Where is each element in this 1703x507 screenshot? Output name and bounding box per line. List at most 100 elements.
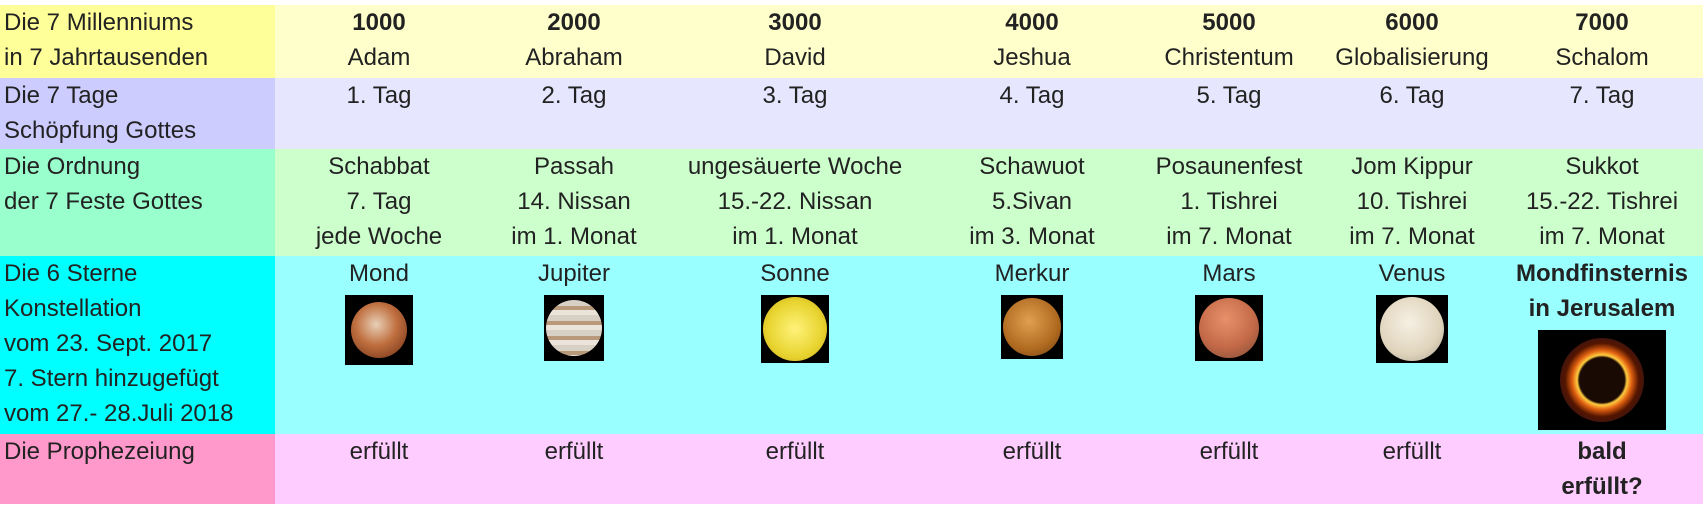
table-cell: 3000 David (680, 5, 910, 75)
label-line: Die Ordnung (4, 153, 141, 180)
label-line: 7. Stern hinzugefügt (4, 365, 219, 392)
cell-text: im 1. Monat (511, 223, 637, 250)
cell-text: Mond (348, 260, 410, 287)
cell-text: Jeshua (993, 44, 1071, 71)
table-cell: 2000 Abraham (459, 5, 689, 75)
table-cell: 5000 Christentum (1114, 5, 1344, 75)
row-label: Die 7 Millenniums in 7 Jahrtausenden (0, 5, 275, 78)
label-line: vom 27.- 28.Juli 2018 (4, 400, 234, 427)
table-cell: 4. Tag (917, 78, 1147, 113)
cell-text: 7000 (1575, 9, 1629, 36)
table-cell: Jom Kippur 10. Tishrei im 7. Monat (1297, 149, 1527, 254)
table-cell: Jupiter (459, 256, 689, 361)
cell-text: Mondfinsternis (1516, 260, 1688, 287)
cell-text: 10. Tishrei (1356, 188, 1468, 215)
table-cell: Schawuot 5.Sivan im 3. Monat (917, 149, 1147, 254)
cell-text: Merkur (994, 260, 1070, 287)
cell-text: im 3. Monat (969, 223, 1095, 250)
jupiter-icon (544, 295, 604, 361)
table-cell: erfüllt (1297, 434, 1527, 469)
table-cell: Passah 14. Nissan im 1. Monat (459, 149, 689, 254)
label-line: Die 7 Tage (4, 82, 119, 109)
cell-text: Jupiter (537, 260, 611, 287)
table-cell: Mond (264, 256, 494, 365)
cell-text: 5.Sivan (991, 188, 1073, 215)
cell-text: erfüllt (765, 438, 825, 465)
table-cell: 1000 Adam (264, 5, 494, 75)
label-line: vom 23. Sept. 2017 (4, 330, 213, 357)
row-millennia: Die 7 Millenniums in 7 Jahrtausenden 100… (0, 5, 1703, 78)
cell-text: 2000 (547, 9, 601, 36)
cell-text: Venus (1378, 260, 1446, 287)
cell-text: erfüllt (1199, 438, 1259, 465)
table-cell: Posaunenfest 1. Tishrei im 7. Monat (1114, 149, 1344, 254)
table-cell: erfüllt (1114, 434, 1344, 469)
cell-text: Christentum (1164, 44, 1294, 71)
cell-text: Mars (1202, 260, 1256, 287)
table-cell: Sukkot 15.-22. Tishrei im 7. Monat (1487, 149, 1703, 254)
table-cell: Merkur (917, 256, 1147, 359)
mars-icon (1195, 295, 1263, 361)
cell-text: David (764, 44, 826, 71)
table-cell: erfüllt (680, 434, 910, 469)
row-stars: Die 6 Sterne Konstellation vom 23. Sept.… (0, 256, 1703, 434)
table-cell: 7000 Schalom (1487, 5, 1703, 75)
mercury-icon (1001, 295, 1063, 359)
table-cell: Mondfinsternis in Jerusalem (1487, 256, 1703, 430)
label-line: Die 6 Sterne (4, 260, 138, 287)
table-cell: bald erfüllt? (1487, 434, 1703, 504)
cell-text: 1. Tag (346, 82, 412, 109)
cell-text: 14. Nissan (517, 188, 631, 215)
cell-text: im 1. Monat (732, 223, 858, 250)
cell-text: Passah (533, 153, 615, 180)
cell-text: Sonne (760, 260, 830, 287)
cell-text: Schawuot (979, 153, 1085, 180)
cell-text: 7. Tag (346, 188, 412, 215)
cell-text: Sukkot (1565, 153, 1639, 180)
cell-text: in Jerusalem (1528, 295, 1676, 322)
row-label: Die 6 Sterne Konstellation vom 23. Sept.… (0, 256, 275, 434)
table-cell: 2. Tag (459, 78, 689, 113)
table-cell: 6. Tag (1297, 78, 1527, 113)
row-label: Die Ordnung der 7 Feste Gottes (0, 149, 275, 256)
table-cell: 3. Tag (680, 78, 910, 113)
cell-text: Adam (347, 44, 411, 71)
row-days: Die 7 Tage Schöpfung Gottes 1. Tag 2. Tag… (0, 78, 1703, 149)
cell-text: erfüllt (1002, 438, 1062, 465)
cell-text: bald (1577, 438, 1627, 465)
cell-text: 7. Tag (1569, 82, 1635, 109)
table-cell: Sonne (680, 256, 910, 363)
venus-icon (1376, 295, 1448, 363)
cell-text: Jom Kippur (1351, 153, 1473, 180)
table-cell: ungesäuerte Woche 15.-22. Nissan im 1. Mon… (680, 149, 910, 254)
cell-text: Globalisierung (1335, 44, 1489, 71)
cell-text: 3000 (768, 9, 822, 36)
table-cell: 7. Tag (1487, 78, 1703, 113)
label-line: Die Prophezeiung (4, 438, 195, 465)
cell-text: 6000 (1385, 9, 1439, 36)
eclipse-icon (1538, 330, 1666, 430)
table-cell: 5. Tag (1114, 78, 1344, 113)
cell-text: im 7. Monat (1349, 223, 1475, 250)
cell-text: Schabbat (328, 153, 430, 180)
table-cell: erfüllt (459, 434, 689, 469)
cell-text: erfüllt (544, 438, 604, 465)
cell-text: im 7. Monat (1166, 223, 1292, 250)
cell-text: 3. Tag (762, 82, 828, 109)
cell-text: erfüllt? (1561, 473, 1643, 500)
cell-text: Abraham (525, 44, 623, 71)
cell-text: 1000 (352, 9, 406, 36)
table-cell: Mars (1114, 256, 1344, 361)
row-label: Die 7 Tage Schöpfung Gottes (0, 78, 275, 149)
label-line: Konstellation (4, 295, 142, 322)
cell-text: 15.-22. Nissan (717, 188, 873, 215)
cell-text: Schalom (1555, 44, 1649, 71)
cell-text: 4000 (1005, 9, 1059, 36)
cell-text: 15.-22. Tishrei (1525, 188, 1679, 215)
cell-text: 6. Tag (1379, 82, 1445, 109)
label-line: Schöpfung Gottes (4, 117, 197, 144)
cell-text: jede Woche (315, 223, 443, 250)
cell-text: im 7. Monat (1539, 223, 1665, 250)
table-cell: 6000 Globalisierung (1297, 5, 1527, 75)
cell-text: 5. Tag (1196, 82, 1262, 109)
